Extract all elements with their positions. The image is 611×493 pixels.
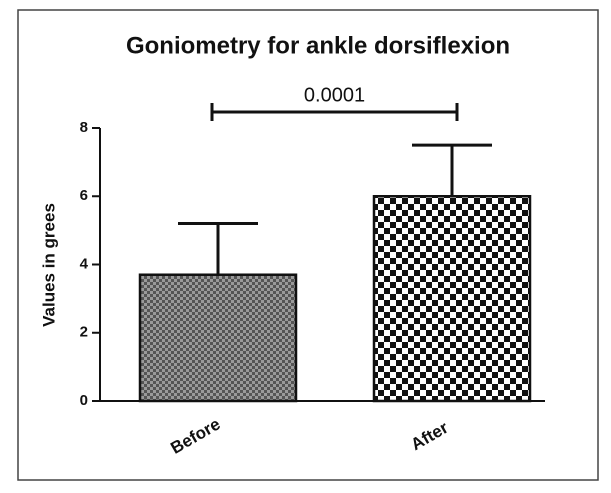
bar [138, 273, 298, 403]
annotation: 0.0001 [304, 84, 365, 106]
error-bar [412, 143, 492, 197]
y-tick-label: 0 [80, 392, 88, 409]
y-tick-label: 2 [80, 324, 88, 341]
y-tick-label: 8 [80, 119, 88, 136]
y-tick-label: 6 [80, 187, 88, 204]
y-axis-label: Values in grees [39, 203, 58, 327]
bar [372, 195, 532, 403]
x-tick-label: Before [167, 414, 223, 457]
y-tick-label: 4 [80, 255, 89, 272]
error-bar [178, 222, 258, 275]
chart-title: Goniometry for ankle dorsiflexion [126, 32, 510, 59]
x-tick-label: After [408, 418, 452, 454]
frame [17, 9, 599, 481]
